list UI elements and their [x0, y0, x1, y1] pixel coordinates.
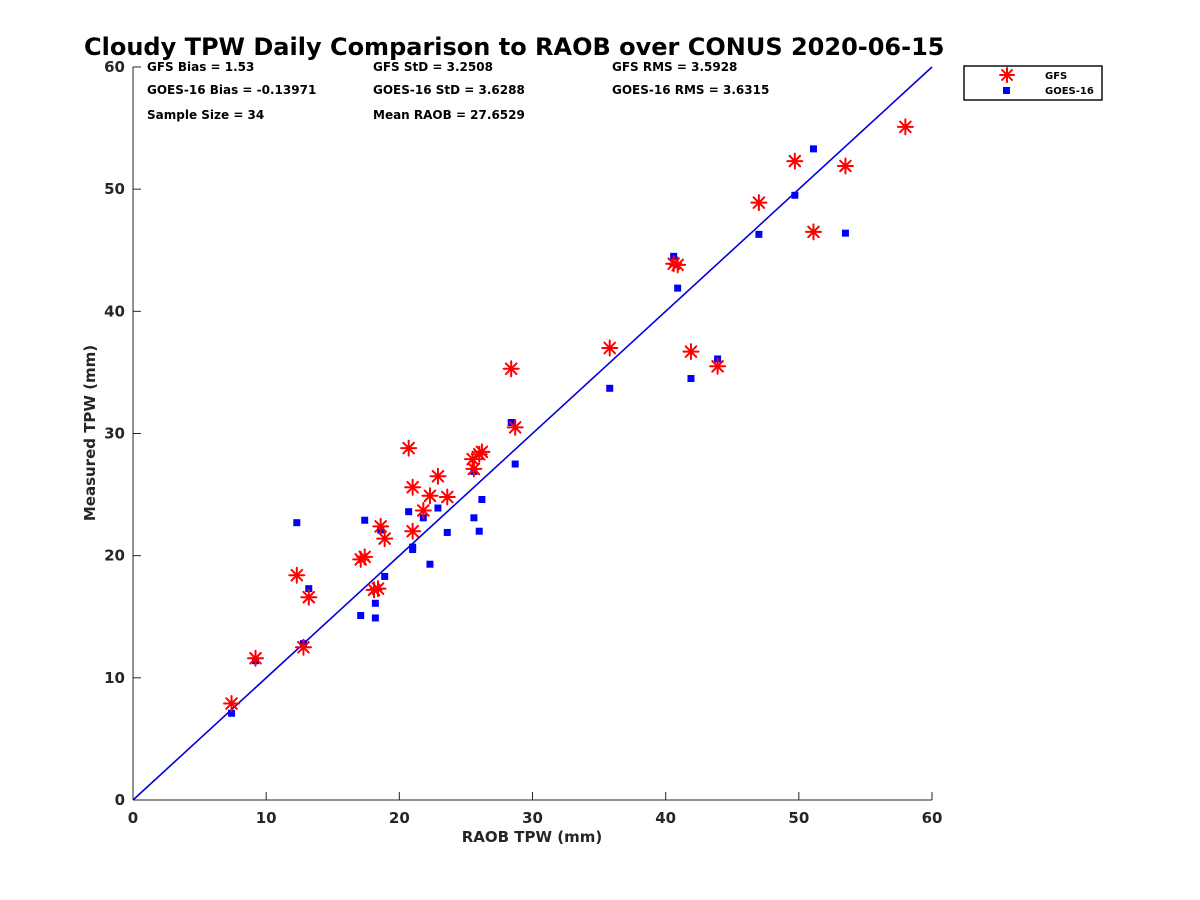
goes16-point: [470, 514, 478, 522]
goes-bias-stat: GOES-16 Bias = -0.13971: [147, 83, 316, 97]
gfs-point: [356, 548, 374, 566]
gfs-std-stat: GFS StD = 3.2508: [373, 60, 493, 74]
gfs-point: [372, 517, 390, 535]
goes16-point: [475, 527, 483, 535]
gfs-point: [804, 223, 822, 241]
goes16-point: [228, 709, 236, 717]
goes16-point: [674, 284, 682, 292]
goes16-point: [409, 543, 417, 551]
legend-gfs-asterisk: [999, 67, 1015, 83]
y-tick-label: 10: [104, 669, 125, 687]
gfs-point: [682, 343, 700, 361]
x-axis-label: RAOB TPW (mm): [462, 828, 603, 846]
goes16-point: [511, 460, 519, 468]
goes16-point: [434, 504, 442, 512]
x-tick-label: 10: [256, 809, 277, 827]
gfs-series: [223, 118, 914, 712]
gfs-point: [404, 522, 422, 540]
goes16-point: [687, 375, 695, 383]
mean-raob-stat: Mean RAOB = 27.6529: [373, 108, 525, 122]
legend-box: [963, 65, 1103, 101]
y-ticks: 0 10 20 30 40 50 60: [104, 58, 141, 809]
goes16-point: [381, 572, 389, 580]
sample-size-stat: Sample Size = 34: [147, 108, 264, 122]
legend-gfs-marker: [999, 67, 1015, 83]
gfs-point: [709, 357, 727, 375]
y-axis-label: Measured TPW (mm): [81, 345, 99, 521]
y-tick-label: 50: [104, 180, 125, 198]
gfs-bias-stat: GFS Bias = 1.53: [147, 60, 254, 74]
gfs-point: [429, 467, 447, 485]
goes16-point: [305, 585, 313, 593]
gfs-point: [669, 256, 687, 274]
stats-block: GFS Bias = 1.53 GFS StD = 3.2508 GFS RMS…: [147, 60, 769, 122]
goes16-point: [809, 145, 817, 153]
x-tick-label: 40: [655, 809, 676, 827]
y-tick-label: 40: [104, 302, 125, 320]
goes16-series: [228, 145, 849, 717]
gfs-point: [400, 439, 418, 457]
gfs-point: [601, 339, 619, 357]
gfs-point: [896, 118, 914, 136]
chart-title: Cloudy TPW Daily Comparison to RAOB over…: [84, 33, 944, 61]
gfs-point: [247, 649, 265, 667]
x-tick-label: 30: [522, 809, 543, 827]
x-tick-label: 20: [389, 809, 410, 827]
gfs-point: [836, 157, 854, 175]
goes16-point: [755, 230, 763, 238]
gfs-point: [376, 530, 394, 548]
legend: GFS GOES-16: [963, 65, 1103, 101]
goes16-point: [361, 516, 369, 524]
goes16-point: [426, 560, 434, 568]
legend-gfs-label: GFS: [1045, 71, 1067, 82]
gfs-point: [223, 694, 241, 712]
gfs-point: [421, 487, 439, 505]
goes16-point: [371, 599, 379, 607]
gfs-point: [404, 478, 422, 496]
gfs-point: [502, 360, 520, 378]
legend-goes16-marker: [1003, 87, 1010, 94]
gfs-point: [506, 418, 524, 436]
y-tick-label: 60: [104, 58, 125, 76]
x-tick-label: 50: [788, 809, 809, 827]
gfs-point: [288, 566, 306, 584]
gfs-point: [473, 443, 491, 461]
x-tick-label: 60: [922, 809, 943, 827]
goes-std-stat: GOES-16 StD = 3.6288: [373, 83, 525, 97]
legend-goes16-label: GOES-16: [1045, 86, 1094, 97]
goes16-point: [841, 229, 849, 237]
x-ticks: 0 10 20 30 40 50 60: [128, 792, 943, 827]
goes16-point: [293, 519, 301, 527]
one-to-one-reference-line: [132, 66, 933, 801]
gfs-point: [786, 152, 804, 170]
goes16-point: [478, 495, 486, 503]
gfs-point: [465, 460, 483, 478]
gfs-point: [369, 580, 387, 598]
x-tick-label: 0: [128, 809, 138, 827]
goes16-point: [443, 528, 451, 536]
gfs-point: [750, 194, 768, 212]
goes-rms-stat: GOES-16 RMS = 3.6315: [612, 83, 769, 97]
goes16-point: [606, 384, 614, 392]
gfs-point: [300, 588, 318, 606]
y-tick-label: 30: [104, 425, 125, 443]
y-tick-label: 20: [104, 547, 125, 565]
goes16-point: [371, 614, 379, 622]
gfs-rms-stat: GFS RMS = 3.5928: [612, 60, 737, 74]
gfs-point: [438, 488, 456, 506]
gfs-point: [414, 501, 432, 519]
goes16-point: [405, 508, 413, 516]
goes16-point: [357, 612, 365, 620]
gfs-point: [294, 638, 312, 656]
goes16-point: [791, 191, 799, 199]
y-tick-label: 0: [115, 791, 125, 809]
